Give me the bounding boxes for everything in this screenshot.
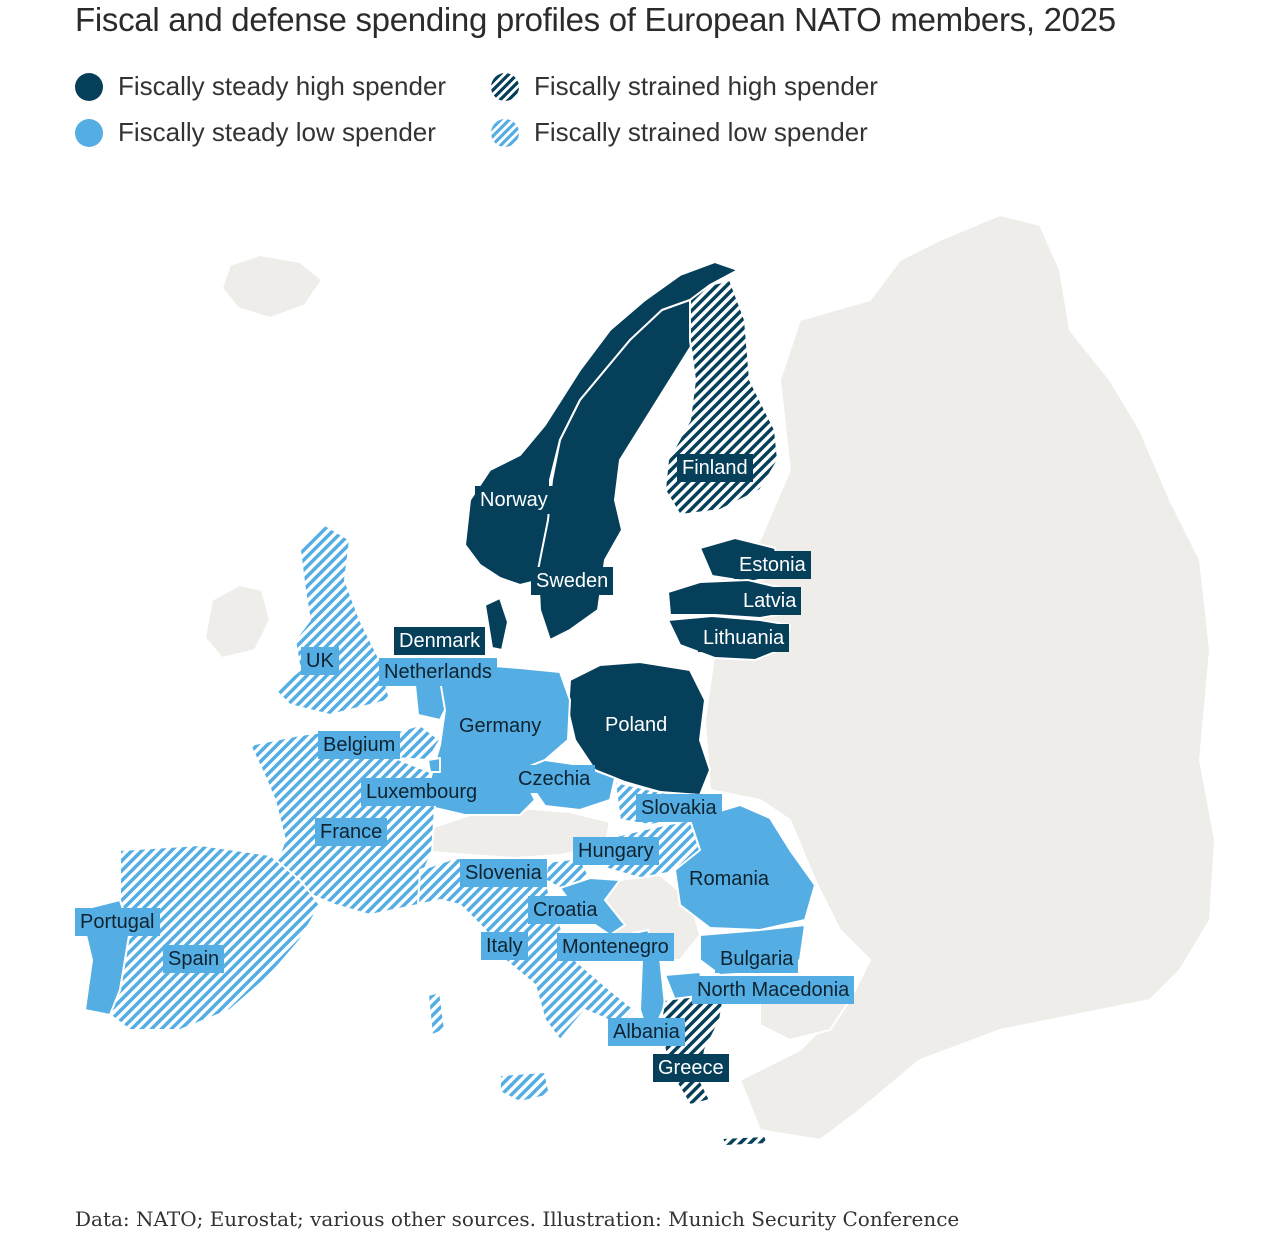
chart-title: Fiscal and defense spending profiles of … — [75, 1, 1116, 38]
legend-label-steady-high: Fiscally steady high spender — [118, 71, 447, 101]
legend-label-strained-high: Fiscally strained high spender — [534, 71, 878, 101]
label-netherlands: Netherlands — [379, 658, 497, 686]
legend-steady-high: Fiscally steady high spender — [75, 71, 446, 102]
label-croatia: Croatia — [528, 896, 603, 924]
label-norway: Norway — [475, 486, 553, 514]
label-france: France — [315, 818, 388, 846]
label-italy: Italy — [481, 932, 528, 960]
label-luxembourg: Luxembourg — [361, 778, 483, 806]
country-denmark — [484, 597, 509, 651]
label-romania: Romania — [684, 865, 775, 893]
legend-strained-high: Fiscally strained high spender — [491, 71, 878, 102]
source-footer: Data: NATO; Eurostat; various other sour… — [75, 1207, 960, 1231]
label-albania: Albania — [608, 1018, 685, 1046]
label-bulgaria: Bulgaria — [715, 945, 799, 973]
label-uk: UK — [301, 647, 339, 675]
label-greece: Greece — [653, 1054, 729, 1082]
label-germany: Germany — [454, 712, 547, 740]
label-estonia: Estonia — [734, 551, 811, 579]
legend-swatch-strained-low — [491, 118, 519, 147]
label-latvia: Latvia — [738, 587, 802, 615]
country-spain — [109, 844, 321, 1031]
land-russia-east — [699, 214, 1216, 1141]
label-lithuania: Lithuania — [698, 624, 790, 652]
label-north-macedonia: North Macedonia — [692, 976, 855, 1004]
label-belgium: Belgium — [318, 731, 401, 759]
label-denmark: Denmark — [394, 627, 486, 655]
label-portugal: Portugal — [75, 908, 160, 936]
label-hungary: Hungary — [573, 837, 659, 865]
label-poland: Poland — [600, 711, 673, 739]
island-sardinia — [427, 991, 446, 1036]
country-uk — [274, 524, 391, 716]
label-montenegro: Montenegro — [557, 933, 674, 961]
legend-swatch-strained-high — [491, 72, 519, 101]
island-crete — [721, 1135, 769, 1147]
legend-steady-low: Fiscally steady low spender — [75, 117, 436, 148]
label-czechia: Czechia — [513, 765, 596, 793]
label-sweden: Sweden — [531, 567, 614, 595]
land-iceland — [221, 254, 323, 319]
label-spain: Spain — [163, 945, 225, 973]
island-sicily — [499, 1071, 551, 1103]
legend-strained-low: Fiscally strained low spender — [491, 117, 868, 148]
legend-label-steady-low: Fiscally steady low spender — [118, 117, 436, 147]
country-greece — [659, 989, 726, 1106]
country-luxembourg — [427, 757, 441, 773]
legend-swatch-steady-low — [75, 118, 103, 147]
label-slovakia: Slovakia — [636, 794, 722, 822]
label-finland: Finland — [677, 454, 753, 482]
label-slovenia: Slovenia — [460, 859, 547, 887]
legend-label-strained-low: Fiscally strained low spender — [534, 117, 868, 147]
legend-swatch-steady-high — [75, 72, 103, 101]
land-ireland — [204, 584, 271, 659]
